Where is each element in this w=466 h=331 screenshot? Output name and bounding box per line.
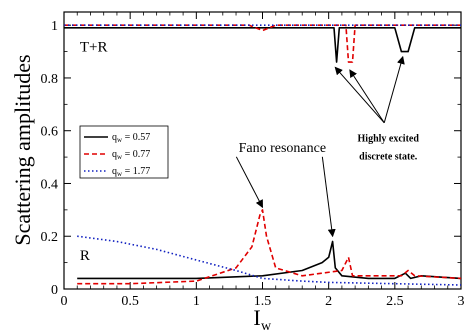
annotation-arrow-2-0 <box>235 156 263 209</box>
legend-entry-0: qw = 0.57 <box>84 132 150 144</box>
y-tick-label-4: 0.8 <box>41 72 59 87</box>
legend-label-1-value: = 0.77 <box>122 149 150 160</box>
annotation-arrow-4-1 <box>349 69 385 124</box>
y-tick-label-1: 0.2 <box>41 230 59 245</box>
series-1-r-line <box>77 209 462 285</box>
svg-text:qw = 0.57: qw = 0.57 <box>112 132 150 144</box>
x-tick-label-3: 1.5 <box>254 294 272 309</box>
x-axis-label-sub: w <box>261 319 272 331</box>
annotation-text-3: Highly excited <box>358 133 420 144</box>
legend-label-2-sub: w <box>117 170 123 178</box>
annotation-text-0: T+R <box>80 40 108 56</box>
annotation-text-1: R <box>80 248 90 264</box>
x-tick-label-1: 0.5 <box>121 294 139 309</box>
legend-label-0-main: q <box>112 132 117 143</box>
y-axis-label: Scattering amplitudes <box>10 54 35 245</box>
x-axis-label-main: I <box>253 305 260 330</box>
x-axis-label: I w <box>253 305 272 331</box>
x-tick-label-0: 0 <box>61 294 68 309</box>
annotation-arrow-2-1 <box>321 156 336 238</box>
series-0-tr-line <box>64 26 461 63</box>
annotation-text-4: discrete state. <box>359 152 418 163</box>
x-tick-label-2: 1 <box>193 294 200 309</box>
annotation-arrow-4-2 <box>383 55 405 123</box>
legend-label-2-value: = 1.77 <box>122 166 150 177</box>
annotation-text-2: Fano resonance <box>239 141 326 156</box>
y-tick-label-5: 1 <box>51 19 58 34</box>
legend-label-1-main: q <box>112 149 117 160</box>
x-tick-label-5: 2.5 <box>386 294 404 309</box>
annotation-arrow-4-0 <box>334 66 385 124</box>
x-axis-ticks: 0 0.5 1 1.5 2 2.5 3 <box>61 12 465 309</box>
svg-text:qw = 0.77: qw = 0.77 <box>112 149 150 161</box>
legend-entry-2: qw = 1.77 <box>84 166 150 178</box>
annotations: T+R R Fano resonance Highly excited discrete… <box>80 40 419 264</box>
legend-entry-1: qw = 0.77 <box>84 149 150 161</box>
series-lines <box>64 24 462 286</box>
y-tick-label-3: 0.6 <box>41 125 59 140</box>
x-tick-label-6: 3 <box>458 294 465 309</box>
svg-text:w: w <box>261 319 272 331</box>
legend-label-0-sub: w <box>117 136 123 144</box>
legend-box <box>79 125 169 179</box>
legend: qw = 0.57 qw = 0.77 qw = 1.77 <box>79 125 169 179</box>
series-1-tr-line <box>64 24 461 63</box>
svg-text:qw = 1.77: qw = 1.77 <box>112 166 150 178</box>
series-2-r-line <box>77 235 462 286</box>
legend-label-2-main: q <box>112 166 117 177</box>
legend-label-0-value: = 0.57 <box>122 132 150 143</box>
series-0-r-line <box>77 240 462 280</box>
y-tick-label-0: 0 <box>51 283 58 298</box>
svg-text:I: I <box>253 305 260 330</box>
y-tick-label-2: 0.4 <box>41 177 59 192</box>
x-tick-label-4: 2 <box>325 294 332 309</box>
legend-label-1-sub: w <box>117 153 123 161</box>
y-axis-ticks: 0 0.2 0.4 0.6 0.8 1 <box>41 19 461 298</box>
